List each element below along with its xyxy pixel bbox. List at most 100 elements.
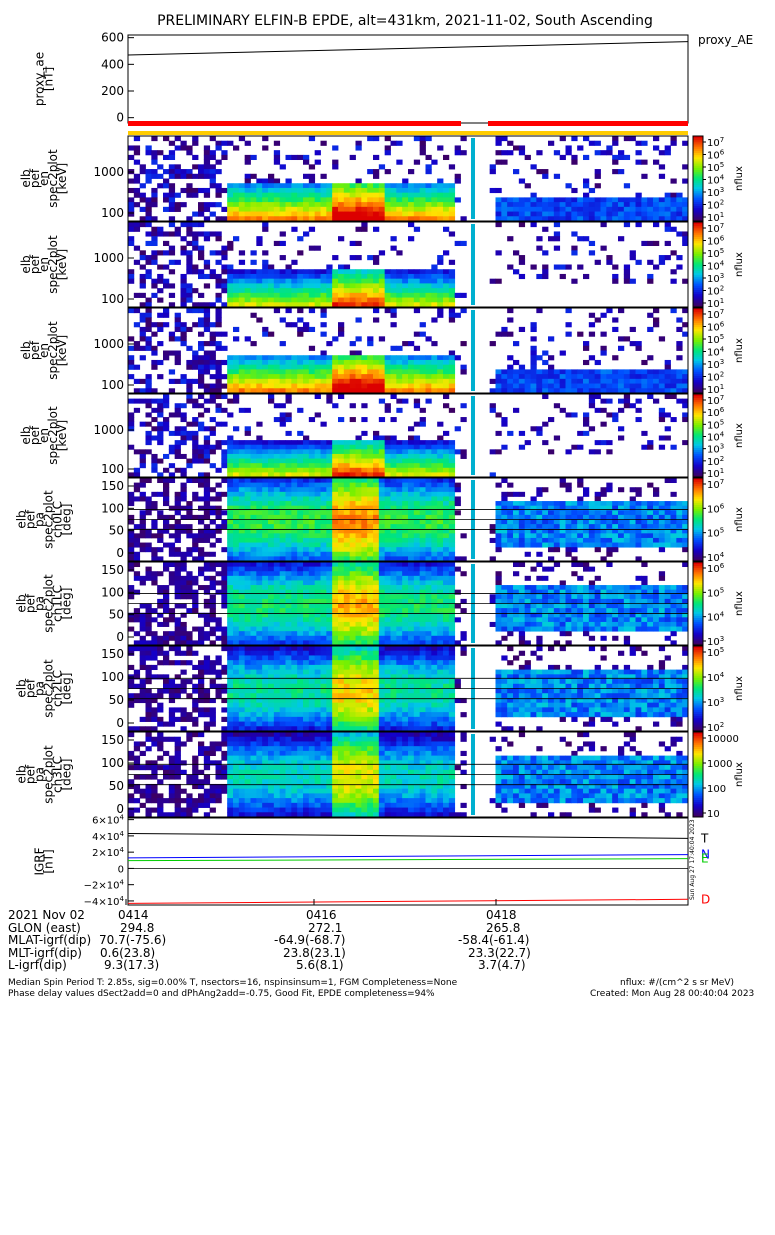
panel-2-cell — [420, 279, 426, 284]
panel-1-cell — [303, 212, 309, 217]
panel-4-cell — [501, 445, 507, 450]
panel-5-cell — [268, 483, 274, 488]
panel-1-cell — [338, 197, 344, 202]
panel-3-cell — [251, 360, 257, 365]
panel-1-cell — [239, 202, 245, 207]
panel-2-cell — [373, 255, 379, 260]
panel-5-cell — [566, 501, 572, 506]
panel-5-cell — [239, 547, 245, 552]
panel-1-cell — [426, 188, 432, 193]
panel-1-cell — [624, 183, 630, 188]
panel-4-cell — [507, 431, 513, 436]
panel-5-cell — [571, 538, 577, 543]
panel-1-cell — [356, 207, 362, 212]
panel-5-cell — [531, 533, 537, 538]
panel-4-cell — [175, 412, 181, 417]
panel-5-cell — [647, 533, 653, 538]
panel-3-cell — [606, 374, 612, 379]
panel-5-cell — [531, 520, 537, 525]
panel-4-cell — [256, 422, 262, 427]
panel-4-cell — [251, 449, 257, 454]
panel-3-cell — [321, 379, 327, 384]
panel-1-cell — [175, 202, 181, 207]
panel-4-cell — [396, 399, 402, 404]
panel-1-cell — [186, 183, 192, 188]
panel-3-cell — [204, 355, 210, 360]
panel-4-cell — [204, 399, 210, 404]
panel-2-cell — [659, 260, 665, 265]
panel-5-cell — [525, 510, 531, 515]
panel-6-cell — [315, 594, 321, 599]
panel-4-cell — [210, 399, 216, 404]
panel-6-cell — [350, 608, 356, 613]
panel-4-colorbar-unit: nflux — [734, 423, 745, 448]
panel-1-cell — [367, 183, 373, 188]
panel-6-cell — [157, 571, 163, 576]
panel-5-cell — [210, 552, 216, 557]
panel-3-cell — [297, 379, 303, 384]
panel-1-cell — [262, 207, 268, 212]
panel-5-cell — [181, 487, 187, 492]
panel-6-cell — [326, 608, 332, 613]
panel-4-cell — [490, 449, 496, 454]
panel-4-cell — [140, 454, 146, 459]
panel-4-cell — [408, 468, 414, 473]
panel-5-cell — [221, 478, 227, 483]
panel-1-cell — [583, 202, 589, 207]
panel-5-cell — [525, 520, 531, 525]
panel-5-cell — [280, 543, 286, 548]
panel-5-cell — [315, 483, 321, 488]
panel-6-cell — [326, 594, 332, 599]
panel-3-cell — [577, 384, 583, 389]
panel-3-cell — [426, 369, 432, 374]
panel-6-cell — [286, 562, 292, 567]
panel-5-cell — [671, 478, 677, 483]
panel-6-cell — [245, 580, 251, 585]
panel-4-cell — [274, 454, 280, 459]
panel-6-cell — [251, 585, 257, 590]
panel-5-cell — [163, 496, 169, 501]
panel-3-cell — [344, 365, 350, 370]
panel-5-cell — [414, 510, 420, 515]
panel-1-cell — [496, 136, 502, 141]
panel-5-cell — [653, 538, 659, 543]
panel-1-cell — [356, 212, 362, 217]
panel-1-cell — [606, 207, 612, 212]
panel-4-cell — [332, 463, 338, 468]
panel-4-cell — [682, 399, 688, 404]
panel-1-cell — [210, 179, 216, 184]
panel-1-cell — [245, 197, 251, 202]
panel-1-cell — [303, 160, 309, 165]
panel-1-cell — [612, 207, 618, 212]
panel-6-cell — [338, 576, 344, 581]
panel-3-cell — [571, 379, 577, 384]
panel-4-cell — [280, 463, 286, 468]
panel-1-cell — [449, 164, 455, 169]
panel-5-cell — [321, 478, 327, 483]
panel-1-cell — [233, 202, 239, 207]
panel-3-cell — [507, 374, 513, 379]
panel-6-cell — [309, 562, 315, 567]
panel-5-cell — [496, 543, 502, 548]
panel-1-cell — [256, 212, 262, 217]
panel-1-cell — [361, 202, 367, 207]
panel-3-cell — [251, 365, 257, 370]
panel-3-cell — [402, 341, 408, 346]
panel-5-cell — [513, 492, 519, 497]
panel-1-cell — [531, 197, 537, 202]
panel-1-cell — [449, 193, 455, 198]
panel-5-cell — [239, 487, 245, 492]
panel-1-cell — [134, 160, 140, 165]
panel-5-cell — [560, 543, 566, 548]
panel-6-cell — [262, 567, 268, 572]
panel-2-cell — [332, 269, 338, 274]
panel-6-cell — [291, 622, 297, 627]
panel-4-cell — [583, 412, 589, 417]
panel-4-cell — [321, 454, 327, 459]
panel-6-cell — [175, 576, 181, 581]
panel-4-cell — [268, 463, 274, 468]
panel-6-cell — [140, 636, 146, 641]
panel-5-cell — [431, 538, 437, 543]
panel-6-cell — [256, 585, 262, 590]
panel-5-cell — [583, 538, 589, 543]
